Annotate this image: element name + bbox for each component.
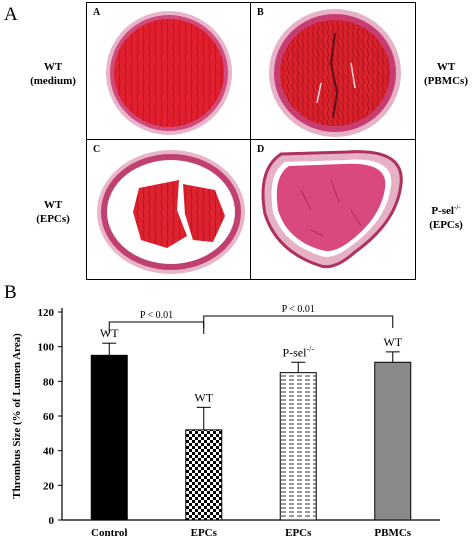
panel-d-condition: P-sel-/- bbox=[431, 203, 461, 217]
histology-panel-c: C bbox=[87, 140, 251, 279]
bar bbox=[279, 372, 317, 521]
y-tick-label: 20 bbox=[43, 480, 55, 492]
y-tick-label: 120 bbox=[38, 307, 55, 319]
y-tick-label: 100 bbox=[38, 342, 55, 354]
bar-label: WT bbox=[194, 390, 213, 404]
vessel-section-c-image bbox=[97, 150, 245, 274]
vessel-section-d-image bbox=[261, 150, 403, 269]
vessel-section-b-image bbox=[269, 9, 401, 137]
significance-bracket bbox=[203, 315, 394, 328]
panel-a-treatment: (medium) bbox=[30, 75, 76, 87]
x-category-label: PBMCs bbox=[374, 527, 411, 539]
x-category-label: EPCs bbox=[191, 527, 218, 539]
panel-a-side-label: WT (medium) bbox=[18, 60, 88, 88]
bar bbox=[90, 354, 128, 521]
histology-panel-grid: A B bbox=[86, 2, 416, 280]
significance-bracket bbox=[108, 321, 205, 334]
panel-d-letter: D bbox=[257, 144, 265, 155]
panel-b-treatment: (PBMCs) bbox=[424, 75, 468, 87]
bar-label: P-sel-/- bbox=[282, 344, 314, 359]
vessel-section-a-image bbox=[106, 11, 232, 135]
panel-b-side-label: WT (PBMCs) bbox=[418, 60, 472, 88]
panel-b-condition: WT bbox=[436, 61, 456, 73]
panel-d-side-label: P-sel-/- (EPCs) bbox=[418, 200, 472, 232]
significance-label: P < 0.01 bbox=[140, 310, 173, 321]
y-axis-title: Thrombus Size (% of Lumen Area) bbox=[11, 333, 23, 499]
x-category-label: EPCs bbox=[285, 527, 312, 539]
panel-a-condition: WT bbox=[43, 61, 63, 73]
histology-panel-d: D bbox=[251, 140, 415, 279]
y-tick-label: 80 bbox=[43, 376, 55, 388]
y-tick-label: 0 bbox=[49, 515, 55, 527]
bar-label: WT bbox=[383, 335, 402, 349]
panel-c-side-label: WT (EPCs) bbox=[18, 198, 88, 226]
panel-a-letter: A bbox=[93, 7, 101, 18]
significance-label: P < 0.01 bbox=[282, 304, 315, 315]
y-tick-label: 60 bbox=[43, 411, 55, 423]
bar bbox=[374, 361, 412, 521]
histology-panel-b: B bbox=[251, 3, 415, 140]
histology-panel-a: A bbox=[87, 3, 251, 140]
figure-part-a-label: A bbox=[4, 4, 18, 25]
panel-c-condition: WT bbox=[43, 199, 63, 211]
y-tick-label: 40 bbox=[43, 446, 55, 458]
thrombus-size-bar-chart: 0 20 40 60 80 100 120 Thrombus Size (% of Lumen… bbox=[11, 304, 440, 539]
panel-d-treatment: (EPCs) bbox=[429, 218, 463, 231]
panel-c-treatment: (EPCs) bbox=[36, 213, 70, 225]
x-category-label: Control bbox=[91, 527, 127, 539]
panel-b-letter: B bbox=[257, 7, 264, 18]
figure-part-b-label: B bbox=[4, 282, 17, 303]
panel-c-letter: C bbox=[93, 144, 101, 155]
bar bbox=[185, 429, 223, 521]
